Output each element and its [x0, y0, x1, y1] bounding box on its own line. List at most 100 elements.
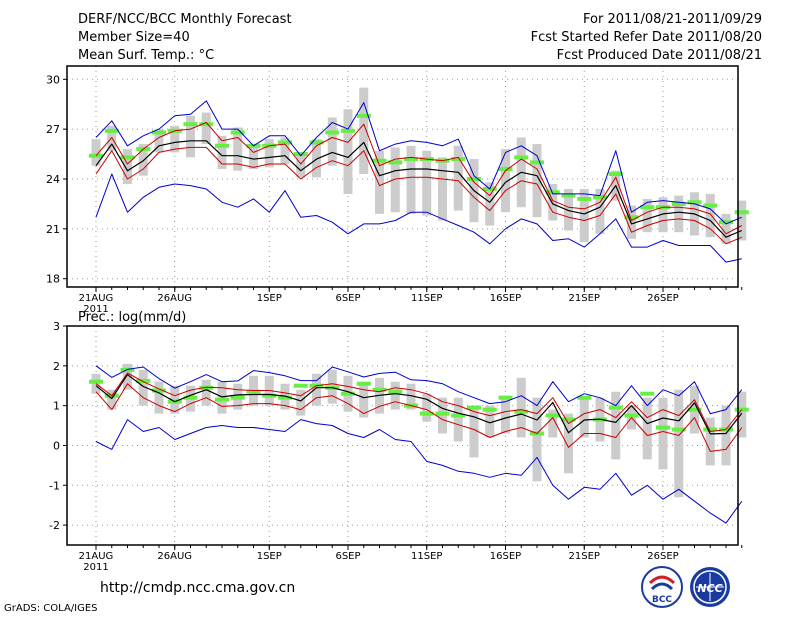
precip-mean-marker: [671, 427, 686, 432]
temp-mean-marker: [687, 200, 702, 205]
precip-range-box: [406, 383, 416, 410]
precip-xtick-label: 26SEP: [647, 551, 678, 562]
website-url[interactable]: http://cmdp.ncc.cma.gov.cn: [100, 580, 296, 596]
temp-range-box: [532, 144, 542, 218]
temp-mean-marker: [719, 220, 733, 225]
precip-mean-marker: [341, 391, 355, 396]
precip-range-box: [154, 381, 164, 414]
temp-mean-marker: [341, 128, 355, 133]
precip-mean-marker: [215, 397, 229, 402]
forecast-period: For 2011/08/21-2011/09/29: [583, 12, 762, 27]
temp-range-box: [485, 182, 495, 226]
temp-xtick-label: 26AUG: [157, 293, 192, 304]
temp-range-box: [737, 200, 747, 241]
precip-range-box: [579, 397, 589, 438]
precip-range-box: [548, 409, 558, 438]
temp-min-line: [95, 173, 742, 263]
temp-range-box: [91, 139, 101, 166]
temp-range-box: [296, 152, 306, 178]
precip-mean-marker: [136, 378, 151, 383]
fcst-produced-date: Fcst Produced Date 2011/08/21: [556, 48, 762, 63]
temp-range-box: [564, 188, 573, 231]
precip-range-box: [296, 389, 306, 416]
temp-mean-marker: [561, 193, 576, 198]
precip-mean-marker: [624, 413, 639, 418]
temp-range-box: [390, 147, 400, 213]
ncc-logo-text: NCC: [697, 582, 722, 595]
precip-xtick-label: 26AUG: [157, 551, 192, 562]
temp-xtick-label: 6SEP: [335, 293, 360, 304]
member-size: Member Size=40: [78, 30, 190, 45]
temp-mean-marker: [498, 167, 513, 172]
temp-ytick-label: 18: [46, 273, 60, 286]
precip-range-box: [422, 393, 432, 422]
precip-frame: [66, 325, 739, 546]
precip-mean-marker: [419, 411, 434, 416]
temp-xtick-label: 21SEP: [569, 293, 600, 304]
precip-ytick-label: 0: [53, 439, 60, 452]
temp-ytick-label: 27: [46, 123, 60, 136]
precip-mean-marker: [388, 389, 403, 394]
temp-median-line: [95, 140, 743, 238]
precip-range-box: [674, 389, 684, 498]
temp-range-box: [217, 135, 227, 170]
precip-xtick-label: 16SEP: [490, 551, 521, 562]
temp-range-box: [674, 195, 684, 233]
temp-xtick-label: 1SEP: [257, 293, 282, 304]
temp-range-box: [438, 157, 447, 221]
precip-ytick-label: 2: [53, 360, 60, 373]
temp-xtick-label: 21AUG: [79, 293, 114, 304]
temp-lower-band-line: [95, 146, 742, 245]
precip-max-line: [95, 365, 743, 415]
temp-mean-marker: [404, 157, 418, 162]
temp-mean-marker: [608, 172, 623, 177]
precip-xtick-label: 21SEP: [569, 551, 600, 562]
temp-range-box: [170, 125, 180, 153]
temp-mean-marker: [451, 157, 466, 162]
ncc-logo: NCC: [690, 567, 730, 607]
precip-mean-marker: [656, 425, 670, 430]
temp-xtick-year-label: 2011: [83, 304, 108, 315]
temp-range-box: [249, 144, 258, 170]
precip-range-box: [359, 383, 369, 418]
temp-range-box: [138, 144, 148, 176]
precip-range-box: [737, 391, 747, 438]
precip-mean-marker: [152, 388, 166, 393]
precip-mean-marker: [561, 417, 576, 422]
temp-mean-marker: [530, 160, 544, 165]
precip-range-box: [705, 417, 715, 466]
precip-min-line: [95, 419, 743, 524]
temp-mean-marker: [293, 152, 308, 157]
temp-max-line: [95, 100, 742, 225]
temp-mean-marker: [104, 128, 119, 133]
temp-mean-marker: [356, 113, 371, 118]
temp-mean-marker: [183, 122, 198, 127]
temp-frame: [66, 65, 739, 288]
precip-range-box: [123, 363, 132, 390]
precip-mean-marker: [356, 381, 371, 386]
temp-range-box: [579, 188, 589, 243]
temp-mean-marker: [230, 130, 245, 135]
fcst-started-date: Fcst Started Refer Date 2011/08/20: [530, 30, 762, 45]
precip-mean-marker: [608, 405, 623, 410]
precip-mean-marker: [293, 383, 308, 388]
temp-mean-marker: [89, 153, 103, 158]
temp-range-box: [327, 117, 337, 166]
precip-range-box: [469, 405, 479, 458]
precip-xtick-label: 11SEP: [411, 551, 442, 562]
precip-range-box: [107, 389, 117, 410]
precip-range-box: [516, 377, 526, 438]
precip-range-box: [501, 395, 510, 434]
temp-range-box: [280, 137, 290, 165]
temp-mean-marker: [120, 155, 135, 160]
precip-mean-marker: [278, 395, 292, 400]
precip-range-box: [485, 405, 495, 438]
bcc-logo: BCC: [641, 566, 683, 608]
precip-mean-marker: [498, 395, 513, 400]
temp-mean-marker: [199, 122, 214, 127]
temp-range-box: [627, 205, 636, 239]
temp-range-box: [312, 139, 321, 178]
precip-xtick-year-label: 2011: [83, 562, 108, 573]
